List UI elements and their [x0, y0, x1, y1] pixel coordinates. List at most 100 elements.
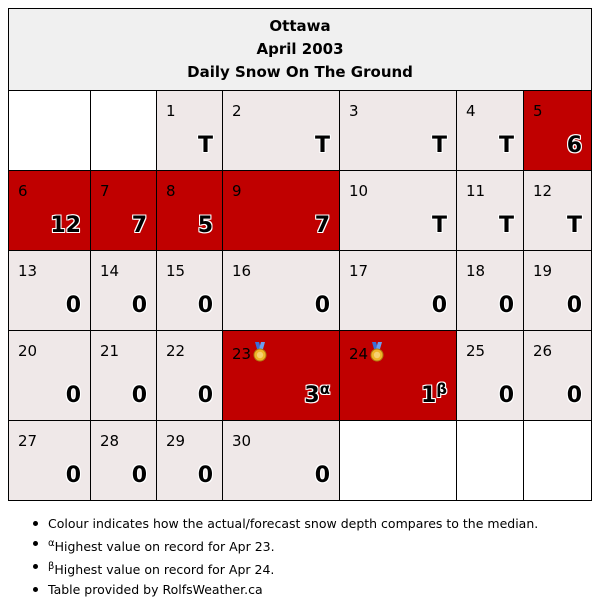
day-number: 30	[232, 432, 252, 450]
day-number: 24	[349, 345, 369, 363]
day-number-with-medal: 23	[232, 342, 267, 363]
day-cell: 29 0	[156, 420, 223, 501]
day-cell: 15 0	[156, 250, 223, 331]
snow-value: 6	[566, 133, 583, 158]
day-cell: 26 0	[522, 330, 593, 421]
day-cell: 14 0	[90, 250, 157, 331]
snow-value: 3α	[304, 380, 330, 408]
day-cell: 6 12	[8, 170, 91, 251]
snow-value: T	[498, 133, 514, 158]
empty-cell	[456, 420, 524, 501]
day-number: 5	[533, 102, 543, 120]
snow-value: 5	[197, 213, 213, 238]
day-number: 29	[166, 432, 186, 450]
snow-value: 0	[65, 383, 81, 408]
month-label: April 2003	[256, 40, 344, 58]
day-cell: 28 0	[90, 420, 157, 501]
day-number: 8	[166, 182, 176, 200]
day-number: 9	[232, 182, 242, 200]
city-name: Ottawa	[269, 17, 331, 35]
snow-value: 0	[131, 463, 147, 488]
snow-value: 0	[498, 383, 514, 408]
snow-value: 7	[314, 213, 330, 238]
snow-value: 7	[131, 213, 147, 238]
snow-value: T	[431, 213, 447, 238]
footnote-text: Colour indicates how the actual/forecast…	[48, 516, 539, 531]
day-number: 14	[100, 262, 120, 280]
day-cell: 22 0	[156, 330, 223, 421]
day-cell: 12 T	[522, 170, 593, 251]
day-cell: 21 0	[90, 330, 157, 421]
snow-value: 0	[314, 293, 330, 318]
week-row: 13 0 14 0 15 0 16 0 17 0 18 0 19 0	[8, 250, 593, 331]
day-number: 4	[466, 102, 476, 120]
day-number: 27	[18, 432, 38, 450]
week-row: 20 0 21 0 22 0 23 3α 24 1β 25 0 26 0	[8, 330, 593, 421]
day-number: 18	[466, 262, 486, 280]
snow-value: 0	[498, 293, 514, 318]
day-number: 19	[533, 262, 553, 280]
footnote-beta: βHighest value on record for Apr 24.	[30, 557, 538, 580]
day-cell: 17 0	[339, 250, 457, 331]
snow-value: 0	[566, 293, 583, 318]
footnote-text: Highest value on record for Apr 24.	[54, 562, 275, 577]
snow-value: 0	[131, 383, 147, 408]
day-number: 13	[18, 262, 38, 280]
day-number: 26	[533, 342, 553, 360]
empty-cell	[522, 420, 593, 501]
snow-calendar: Ottawa April 2003 Daily Snow On The Grou…	[7, 8, 593, 501]
snow-value: T	[197, 133, 213, 158]
day-cell: 24 1β	[339, 330, 457, 421]
snow-value: 0	[65, 463, 81, 488]
snow-value: 0	[566, 383, 583, 408]
snow-value: T	[498, 213, 514, 238]
day-number: 28	[100, 432, 120, 450]
snow-value-number: 1	[420, 383, 437, 408]
day-cell: 30 0	[222, 420, 340, 501]
day-number: 6	[18, 182, 28, 200]
snow-value: 1β	[421, 380, 447, 408]
day-cell: 18 0	[456, 250, 524, 331]
day-cell: 27 0	[8, 420, 91, 501]
day-number: 12	[533, 182, 553, 200]
snow-value: 0	[197, 383, 213, 408]
day-number: 25	[466, 342, 486, 360]
snow-value: 0	[197, 463, 213, 488]
snow-value: 0	[131, 293, 147, 318]
day-cell: 19 0	[522, 250, 593, 331]
snow-value-number: 3	[304, 383, 320, 408]
day-cell: 23 3α	[222, 330, 340, 421]
footnotes: Colour indicates how the actual/forecast…	[30, 514, 538, 600]
footnote-mark: β	[48, 561, 55, 572]
day-number: 2	[232, 102, 242, 120]
day-number: 15	[166, 262, 186, 280]
day-cell: 13 0	[8, 250, 91, 331]
day-number: 11	[466, 182, 486, 200]
record-mark: α	[319, 380, 330, 398]
day-number-with-medal: 24	[349, 342, 384, 363]
medal-icon	[370, 342, 384, 362]
snow-value: 0	[314, 463, 330, 488]
day-number: 21	[100, 342, 120, 360]
day-number: 7	[100, 182, 110, 200]
day-number: 1	[166, 102, 176, 120]
day-cell: 11 T	[456, 170, 524, 251]
calendar-title: Ottawa April 2003 Daily Snow On The Grou…	[7, 8, 593, 91]
medal-icon	[253, 342, 267, 362]
snow-value: T	[431, 133, 447, 158]
footnote-text: Highest value on record for Apr 23.	[54, 539, 275, 554]
day-number: 17	[349, 262, 369, 280]
day-number: 23	[232, 345, 252, 363]
footnote-alpha: αHighest value on record for Apr 23.	[30, 534, 538, 557]
week-row: 27 0 28 0 29 0 30 0	[8, 420, 593, 501]
day-cell: 16 0	[222, 250, 340, 331]
empty-cell	[8, 90, 91, 171]
